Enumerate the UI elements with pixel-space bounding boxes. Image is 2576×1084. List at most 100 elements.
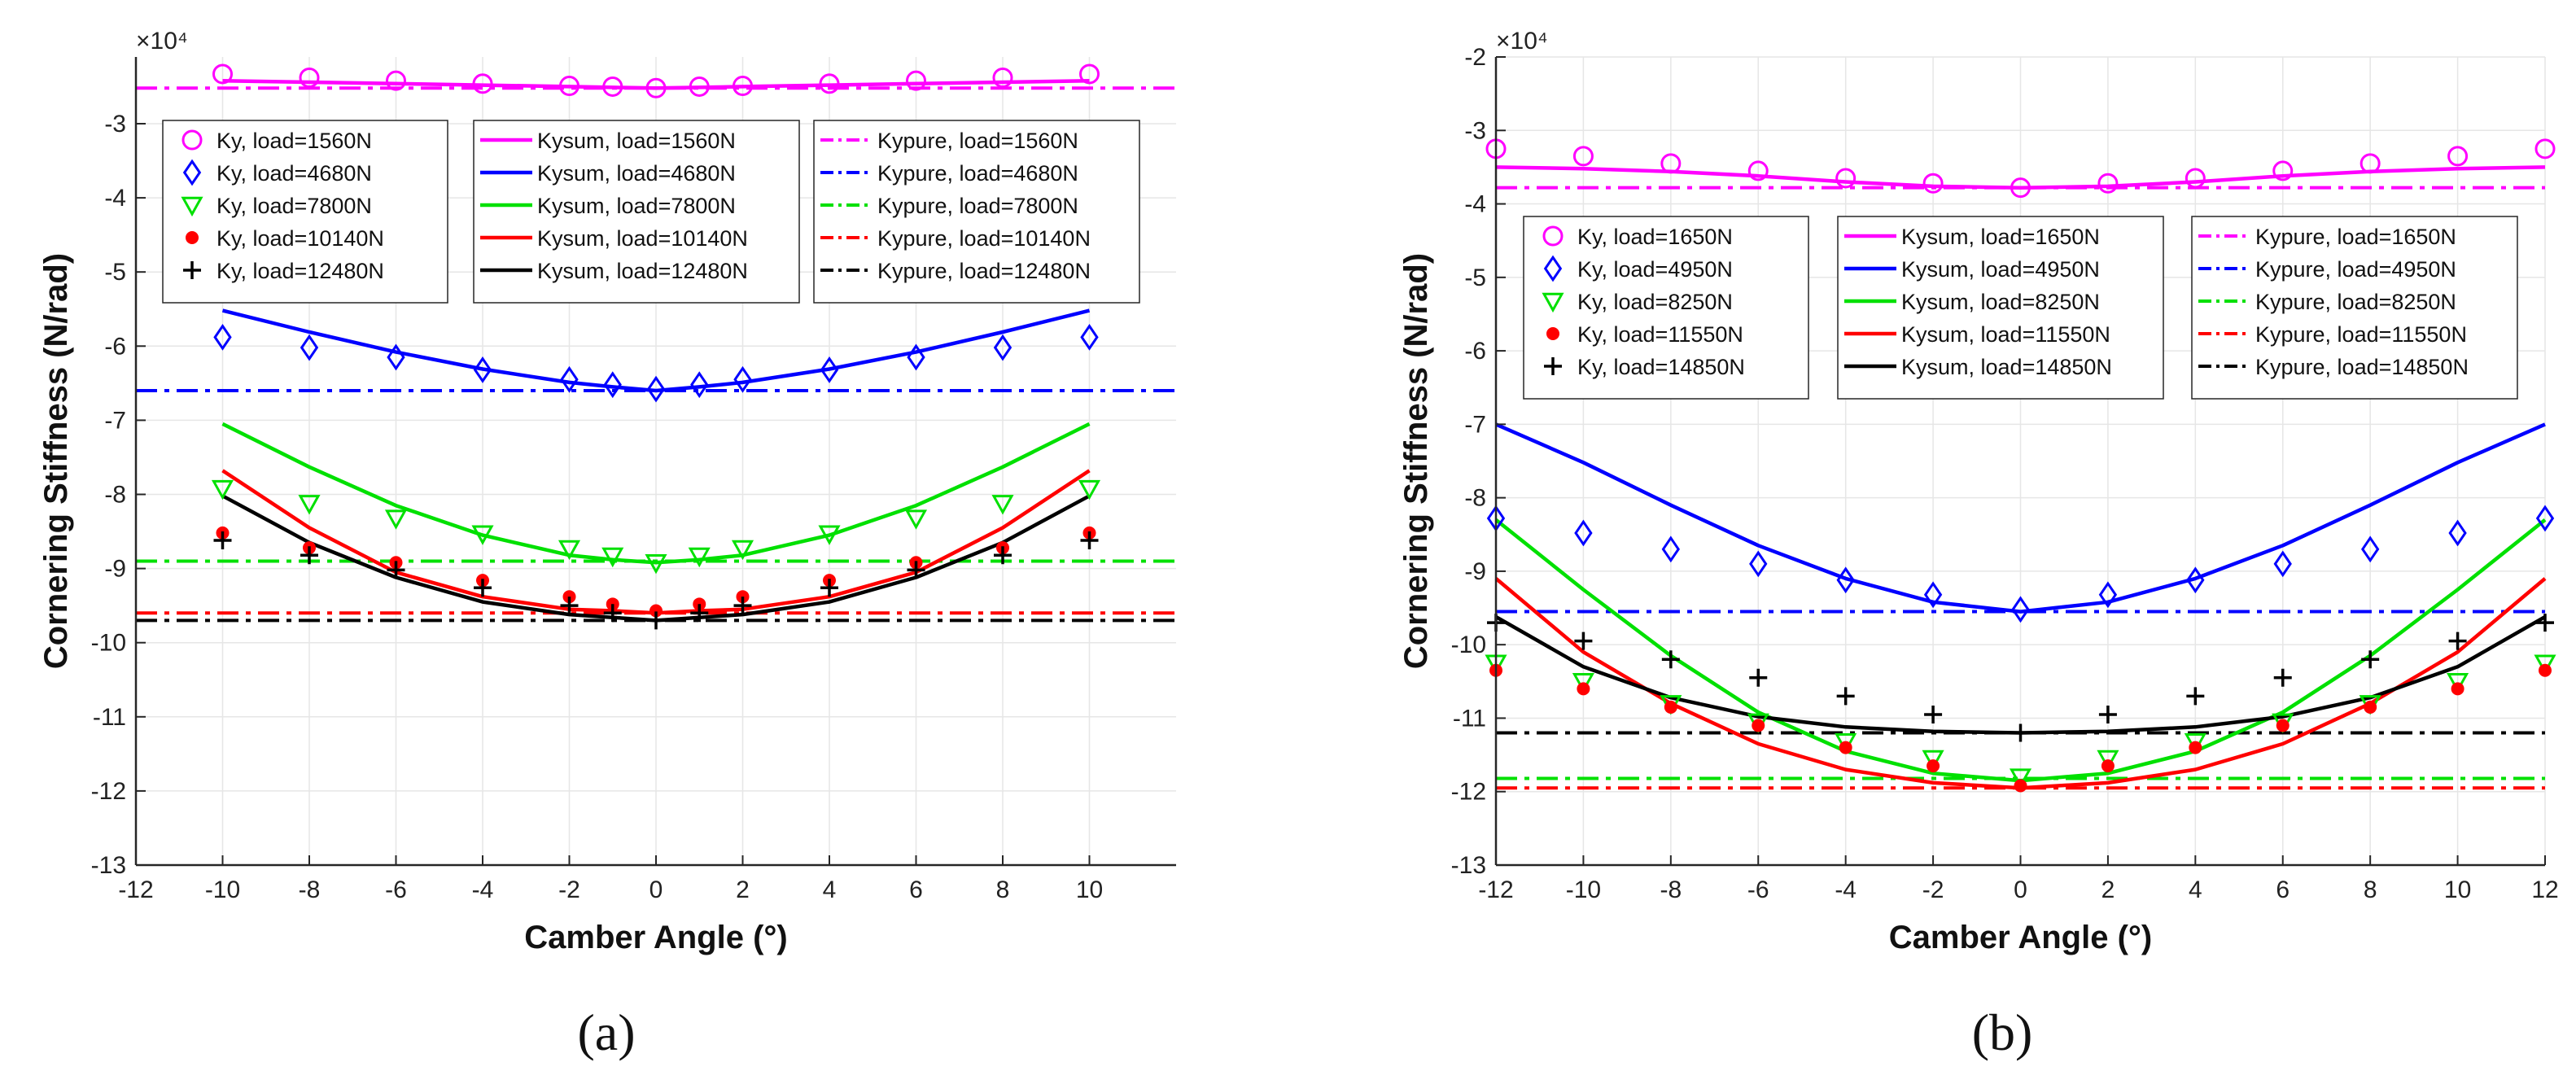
panel-b-ky-point bbox=[1836, 566, 1855, 594]
panel-b-ky-point bbox=[2361, 535, 2380, 563]
panel-b-ky-point bbox=[2276, 719, 2290, 732]
panel-a-legend-entry: Ky, load=1560N bbox=[216, 129, 372, 153]
panel-a-ky-point bbox=[298, 495, 321, 515]
panel-b-legend-entry: Kysum, load=8250N bbox=[1901, 290, 2100, 314]
panel-a-ky-point bbox=[560, 365, 579, 393]
panel-a-ky-point bbox=[733, 76, 753, 97]
panel-a-ky-point bbox=[690, 604, 709, 623]
panel-a-ky-point bbox=[1080, 323, 1099, 351]
panel-b-label: (b) bbox=[1972, 1003, 2033, 1061]
panel-a-x-tick-label: -6 bbox=[385, 876, 407, 903]
panel-a-x-axis-label: Camber Angle (°) bbox=[524, 920, 787, 955]
panel-a-x-tick-label: 2 bbox=[736, 876, 750, 903]
panel-b-ky-point bbox=[2098, 581, 2118, 609]
panel-b-y-tick-label: -7 bbox=[1464, 411, 1486, 438]
panel-a-legend-box bbox=[813, 120, 1140, 304]
panel-b-ky-point bbox=[1572, 673, 1594, 693]
panel-a-ky-point bbox=[688, 547, 711, 568]
panel-a-x-tick-label: -12 bbox=[118, 876, 153, 903]
panel-a-ky-point bbox=[213, 531, 232, 549]
panel-b-legend-entry: Ky, load=14850N bbox=[1577, 355, 1745, 379]
panel-b-ky-point bbox=[2184, 733, 2206, 754]
panel-b-x-tick-label: 10 bbox=[2444, 876, 2471, 903]
panel-b-y-tick-label: -3 bbox=[1464, 117, 1486, 144]
panel-a-ky-point bbox=[601, 547, 624, 568]
panel-a-ky-point bbox=[907, 343, 925, 371]
panel-a-kysum-line bbox=[221, 422, 1091, 565]
panel-b-ky-point bbox=[2189, 741, 2202, 754]
panel-a-ky-point bbox=[472, 73, 493, 94]
panel-b-y-axis-label: Cornering Stiffness (N/rad) bbox=[1398, 253, 1434, 669]
panel-a-ky-point bbox=[991, 495, 1014, 515]
panel-b-x-tick-label: -12 bbox=[1478, 876, 1513, 903]
panel-b-legend-entry: Kypure, load=8250N bbox=[2255, 290, 2456, 314]
panel-a-ky-point bbox=[1080, 531, 1099, 549]
panel-a-ky-point bbox=[213, 323, 232, 351]
panel-b-ky-point bbox=[2447, 146, 2469, 167]
panel-a-kysum-line bbox=[221, 308, 1091, 393]
panel-b-x-tick-label: 6 bbox=[2276, 876, 2290, 903]
panel-a-y-tick-label: -8 bbox=[104, 481, 126, 508]
panel-b-ky-point bbox=[1927, 759, 1940, 773]
panel-a-legend-kypure: Kypure, load=1560N Kypure, load=4680N Kypu… bbox=[813, 120, 1140, 304]
panel-b-legend-box bbox=[1523, 216, 1809, 400]
panel-b-x-tick-label: 4 bbox=[2189, 876, 2202, 903]
panel-b-y-tick-label: -4 bbox=[1464, 191, 1486, 218]
panel-b-y-tick-label: -11 bbox=[1453, 705, 1486, 732]
panel-b-y-tick-label: -2 bbox=[1464, 44, 1486, 71]
panel-a-ky-point bbox=[819, 73, 840, 94]
panel-b-y-tick-label: -8 bbox=[1464, 485, 1486, 512]
panel-a-legend-entry: Ky, load=7800N bbox=[216, 194, 372, 218]
panel-b-ky-point bbox=[2361, 650, 2380, 669]
panel-a-ky-point bbox=[647, 611, 665, 630]
panel-a-ky-point bbox=[603, 371, 622, 399]
panel-b-legend-marker bbox=[1542, 225, 1564, 247]
panel-b-x-tick-label: -10 bbox=[1566, 876, 1601, 903]
panel-b-legend-entry: Kysum, load=14850N bbox=[1901, 355, 2112, 379]
panel-b-x-axis-label: Camber Angle (°) bbox=[1889, 920, 2152, 955]
panel-a-ky-point bbox=[1078, 479, 1101, 500]
panel-b-ky-point bbox=[2272, 160, 2294, 181]
panel-b-chart: -12 -10 -8 -6 -4 -2 0 2 4 6 8 10 12 -2 -3 -4 -5 -6 -7 -8 -9 -… bbox=[1398, 28, 2559, 1061]
panel-a-legend-entry: Kysum, load=12480N bbox=[537, 259, 748, 283]
panel-a-ky-point bbox=[474, 579, 492, 597]
panel-a-ky-point bbox=[731, 540, 754, 561]
panel-b-ky-point bbox=[2448, 632, 2467, 650]
panel-a-y-tick-label: -10 bbox=[91, 630, 126, 657]
panel-b-x-tick-label: 8 bbox=[2364, 876, 2377, 903]
panel-a-legend-entry: Kysum, load=10140N bbox=[537, 226, 748, 251]
panel-b-ky-point bbox=[2360, 153, 2381, 174]
panel-a-x-tick-label: -8 bbox=[299, 876, 321, 903]
panel-b-legend-entry: Kysum, load=1650N bbox=[1901, 225, 2100, 249]
panel-a-ky-point bbox=[473, 356, 492, 383]
panel-a-ky-point bbox=[820, 579, 838, 597]
panel-a-ky-point bbox=[386, 70, 406, 91]
panel-a-ky-point bbox=[645, 554, 667, 575]
panel-a-ky-point bbox=[387, 561, 405, 579]
panel-a-y-tick-label: -11 bbox=[93, 704, 126, 731]
panel-b-ky-point bbox=[1835, 733, 1857, 754]
panel-a-ky-point bbox=[384, 509, 408, 530]
panel-a-y-tick-label: -4 bbox=[104, 185, 126, 212]
panel-b-ky-point bbox=[1572, 146, 1594, 167]
panel-b-ky-point bbox=[1749, 550, 1768, 578]
panel-b-ky-point bbox=[1749, 668, 1768, 687]
panel-a-x-tick-label: 6 bbox=[909, 876, 923, 903]
panel-b-y-tick-label: -12 bbox=[1451, 779, 1486, 806]
panel-b-x-tick-label: 12 bbox=[2531, 876, 2558, 903]
panel-b-ky-point bbox=[2448, 519, 2467, 547]
panel-b-ky-point bbox=[2273, 550, 2292, 578]
panel-b-ky-point bbox=[1661, 650, 1680, 669]
panel-a-ky-point bbox=[993, 334, 1012, 361]
panel-a-legend-marker bbox=[181, 196, 203, 217]
panel-b-x-tick-label: -8 bbox=[1660, 876, 1682, 903]
panel-b-ky-point bbox=[2097, 750, 2119, 771]
panel-b-y-tick-label: -6 bbox=[1464, 338, 1486, 365]
panel-b-legend-kypure: Kypure, load=1650N Kypure, load=4950N Kypu… bbox=[2191, 216, 2518, 400]
panel-a-ky-point bbox=[818, 525, 841, 545]
panel-a-ky-point bbox=[603, 604, 622, 623]
panel-b-legend-ky: Ky, load=1650N Ky, load=4950N Ky, load=825… bbox=[1523, 216, 1809, 400]
panel-b-ky-point bbox=[1922, 173, 1944, 194]
panel-b-ky-point bbox=[2009, 768, 2032, 789]
panel-b-ky-point bbox=[1923, 581, 1943, 609]
